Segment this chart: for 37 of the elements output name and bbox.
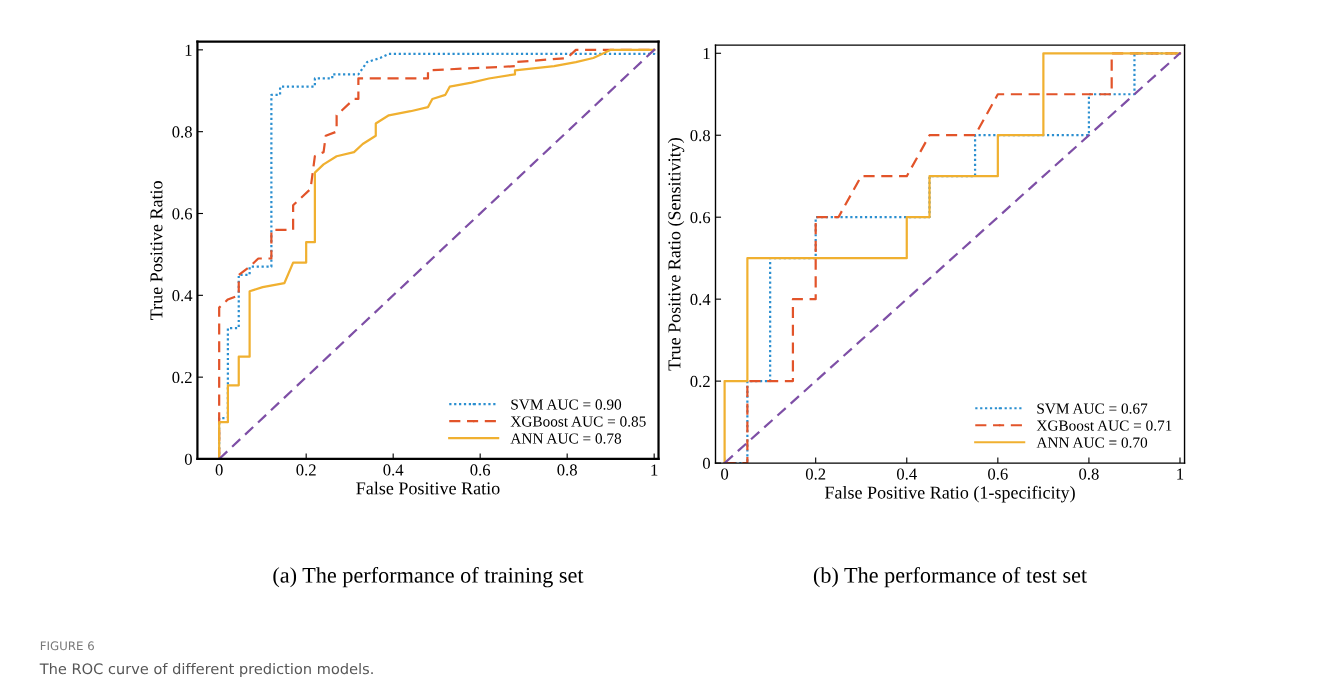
y-tick-label: 0.8 (690, 129, 710, 142)
x-tick-label: 0.4 (896, 468, 917, 480)
y-axis-title: True Positive Ratio (150, 181, 163, 320)
text: (b) The performance of test set (813, 566, 1087, 588)
x-tick-label: 0.6 (988, 468, 1008, 480)
x-tick-label: 1 (651, 464, 658, 476)
y-tick-label: 0.6 (172, 208, 193, 220)
legend-label: ANN AUC = 0.70 (1036, 437, 1148, 448)
x-tick-label: 0.8 (557, 464, 577, 476)
x-tick-label: 0.6 (470, 464, 491, 476)
legend-label: SVM AUC = 0.90 (511, 399, 622, 410)
legend-label: XGBoost AUC = 0.71 (1036, 420, 1172, 431)
legend-label: ANN AUC = 0.78 (510, 433, 622, 444)
x-tick-label: 0.8 (1079, 468, 1099, 480)
x-tick-label: 0.2 (296, 464, 316, 476)
y-tick-label: 0.4 (690, 293, 711, 306)
y-tick-label: 1 (703, 48, 710, 60)
y-tick-label: 0.2 (172, 371, 192, 384)
text: The ROC curve of different prediction models. (39, 662, 373, 678)
x-tick-label: 0.2 (805, 468, 826, 480)
x-axis-title: False Positive Ratio (356, 481, 500, 495)
x-tick-label: 0 (721, 468, 729, 480)
x-tick-label: 1 (1177, 468, 1184, 480)
x-tick-label: 0.4 (383, 464, 404, 476)
y-tick-label: 0.8 (172, 126, 192, 138)
y-tick-label: 1 (185, 44, 192, 56)
y-tick-label: 0.2 (690, 375, 710, 388)
y-axis-title: True Positive Ratio (Sensitivity) (667, 138, 685, 371)
x-axis-title: False Positive Ratio (1-specificity) (824, 485, 1075, 503)
legend-label: SVM AUC = 0.67 (1037, 403, 1148, 414)
y-tick-label: 0 (184, 453, 192, 465)
text: (a) The performance of training set (273, 566, 584, 588)
y-tick-label: 0.4 (172, 290, 193, 302)
caption: FIGURE 6 (40, 641, 94, 651)
x-tick-label: 0 (215, 464, 223, 476)
y-tick-label: 0.6 (690, 211, 711, 224)
legend-label: XGBoost AUC = 0.85 (510, 416, 646, 427)
